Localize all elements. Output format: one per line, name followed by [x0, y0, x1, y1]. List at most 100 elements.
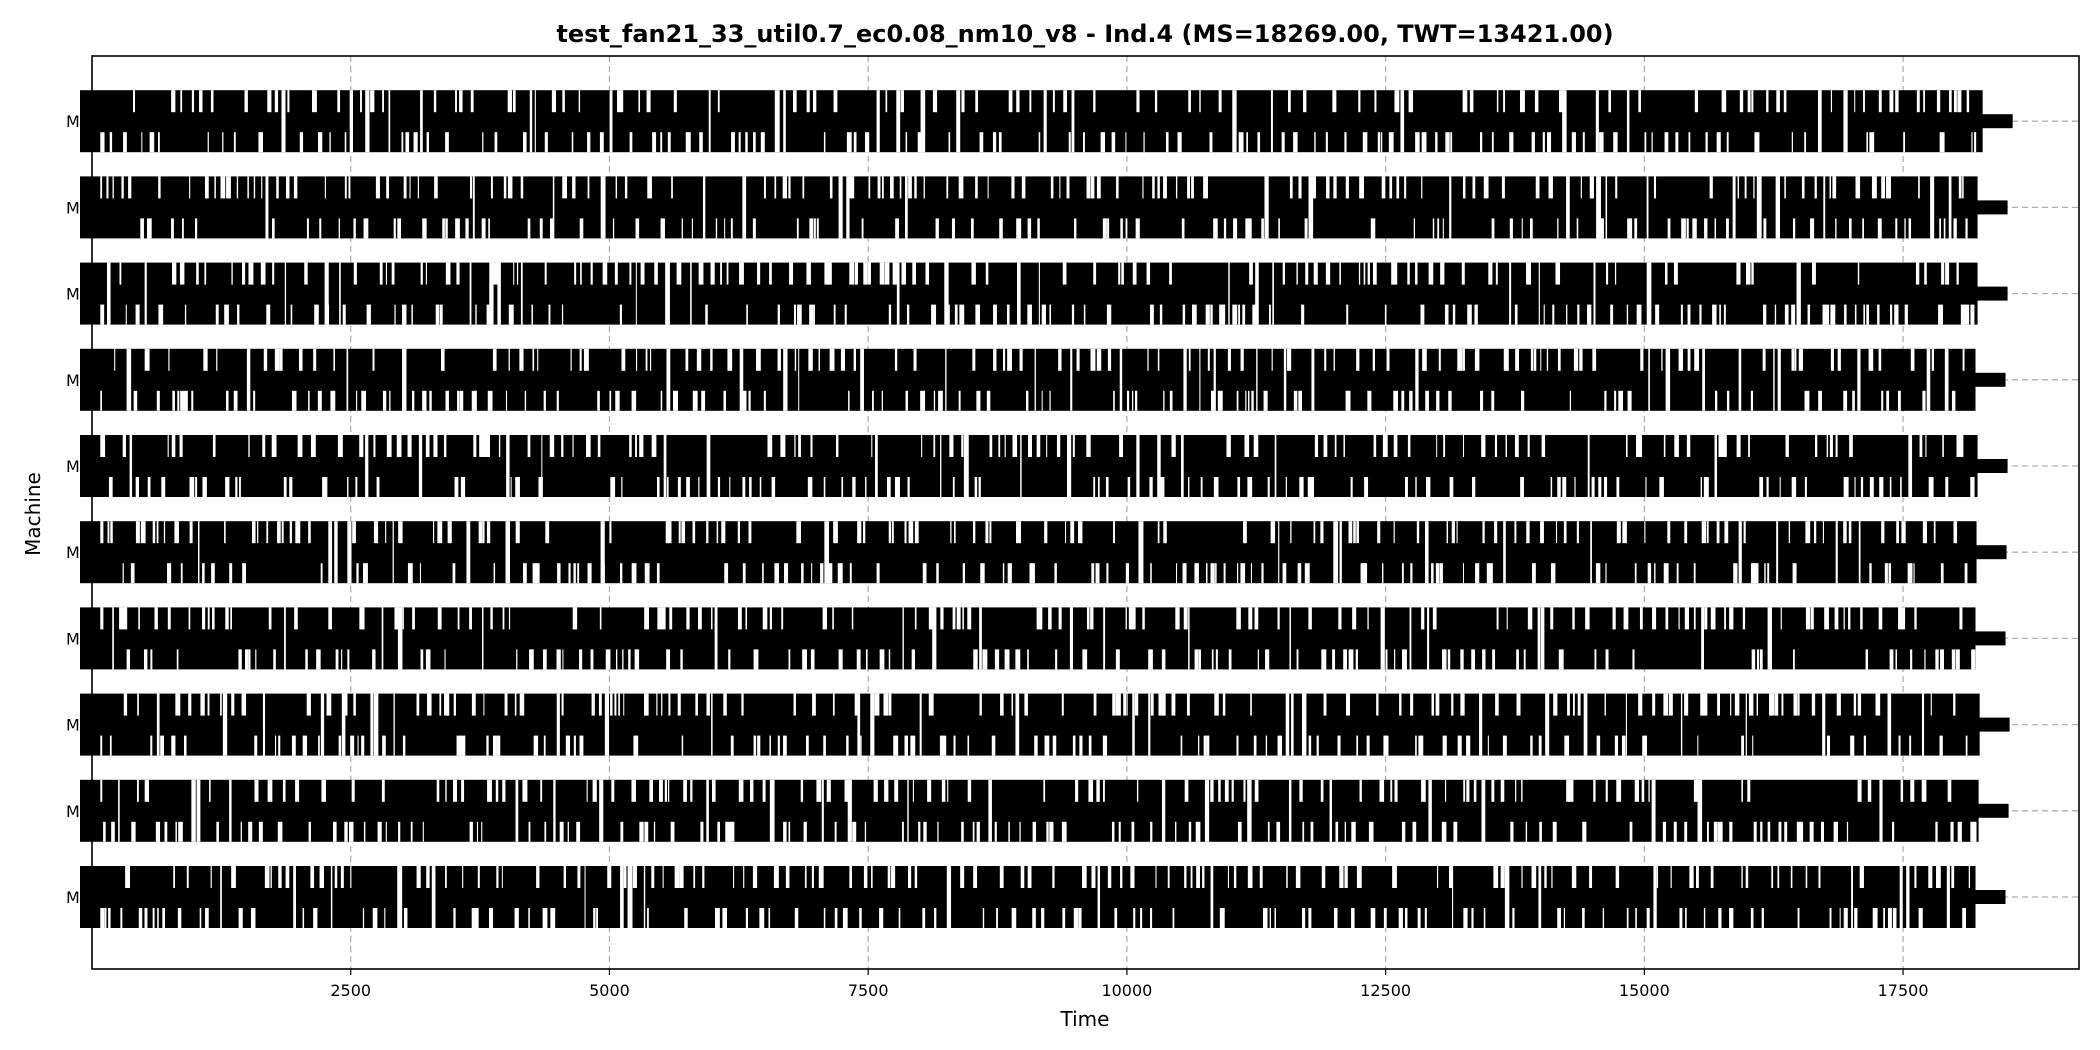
idle-gap	[1187, 176, 1191, 199]
idle-gap	[515, 477, 520, 497]
idle-gap	[262, 693, 266, 756]
idle-gap	[1196, 866, 1200, 888]
idle-gap	[351, 779, 355, 802]
idle-gap	[846, 176, 850, 239]
idle-gap	[188, 607, 191, 630]
idle-gap	[425, 649, 431, 670]
idle-gap	[1061, 693, 1064, 716]
idle-gap	[1444, 779, 1447, 802]
idle-gap	[398, 821, 401, 842]
idle-gap	[967, 735, 970, 756]
idle-gap	[1663, 563, 1669, 584]
idle-gap	[501, 866, 503, 888]
idle-gap	[523, 563, 527, 584]
y-tick-label: M2	[66, 716, 90, 735]
idle-gap	[353, 218, 356, 239]
idle-gap	[1718, 435, 1723, 457]
idle-gap	[629, 435, 632, 457]
y-tick-label: M3	[66, 629, 90, 648]
idle-gap	[956, 607, 961, 630]
idle-gap	[1869, 477, 1874, 497]
idle-gap	[1854, 304, 1857, 325]
idle-gap	[209, 779, 211, 802]
idle-gap	[531, 304, 533, 325]
idle-gap	[873, 779, 878, 802]
idle-gap	[1125, 607, 1127, 630]
idle-gap	[614, 262, 618, 285]
idle-gap	[516, 649, 518, 670]
idle-gap	[1763, 218, 1767, 239]
idle-gap	[1778, 821, 1782, 842]
idle-gap	[804, 866, 807, 888]
idle-gap	[325, 477, 328, 497]
idle-gap	[1925, 435, 1927, 457]
idle-gap	[1002, 563, 1005, 584]
idle-gap	[431, 866, 436, 928]
idle-gap	[248, 649, 251, 670]
idle-gap	[1538, 735, 1542, 756]
idle-gap	[677, 693, 681, 716]
idle-gap	[344, 132, 347, 153]
idle-gap	[1114, 908, 1118, 928]
idle-gap	[1052, 735, 1057, 756]
idle-gap	[1591, 477, 1595, 497]
idle-gap	[1562, 90, 1567, 153]
idle-gap	[1748, 435, 1750, 457]
idle-gap	[226, 390, 229, 411]
idle-gap	[1884, 563, 1888, 584]
idle-gap	[1814, 435, 1818, 457]
idle-gap	[1246, 132, 1249, 153]
idle-gap	[1288, 779, 1292, 842]
idle-gap	[1046, 435, 1048, 457]
idle-gap	[229, 176, 231, 199]
idle-gap	[158, 176, 161, 199]
idle-gap	[1282, 262, 1285, 285]
idle-gap	[1956, 262, 1959, 285]
idle-gap	[1233, 866, 1237, 888]
idle-gap	[967, 607, 972, 630]
idle-gap	[163, 521, 166, 544]
idle-gap	[672, 390, 678, 411]
idle-gap	[168, 348, 170, 371]
idle-gap	[516, 262, 519, 285]
idle-gap	[993, 304, 997, 325]
idle-gap	[762, 563, 764, 584]
idle-gap	[453, 779, 457, 802]
idle-gap	[1638, 90, 1641, 113]
idle-gap	[1359, 176, 1364, 199]
idle-gap	[1843, 477, 1849, 497]
idle-gap	[553, 779, 556, 842]
idle-gap	[100, 176, 103, 199]
idle-gap	[420, 90, 423, 153]
idle-gap	[989, 521, 992, 544]
idle-gap	[1921, 693, 1925, 756]
idle-gap	[1038, 132, 1041, 153]
idle-gap	[871, 866, 873, 888]
idle-gap	[1491, 218, 1495, 239]
idle-gap	[887, 866, 890, 888]
idle-gap	[660, 132, 663, 153]
idle-gap	[1290, 521, 1292, 544]
idle-gap	[937, 821, 939, 842]
idle-gap	[442, 218, 445, 239]
idle-gap	[179, 262, 185, 285]
idle-gap	[1753, 176, 1755, 199]
idle-gap	[1304, 563, 1310, 584]
idle-gap	[1957, 821, 1962, 842]
idle-gap	[1545, 693, 1550, 756]
idle-gap	[1667, 521, 1671, 544]
idle-gap	[1716, 521, 1720, 544]
idle-gap	[1540, 521, 1544, 544]
idle-gap	[1853, 693, 1857, 716]
idle-gap	[1479, 693, 1483, 756]
idle-gap	[1268, 304, 1271, 325]
idle-gap	[693, 866, 696, 888]
idle-gap	[488, 218, 490, 239]
idle-gap	[469, 607, 472, 630]
idle-gap	[1180, 735, 1183, 756]
idle-gap	[1214, 693, 1219, 716]
idle-gap	[1665, 348, 1671, 411]
idle-gap	[961, 90, 965, 113]
idle-gap	[868, 176, 871, 199]
idle-gap	[1050, 176, 1054, 199]
